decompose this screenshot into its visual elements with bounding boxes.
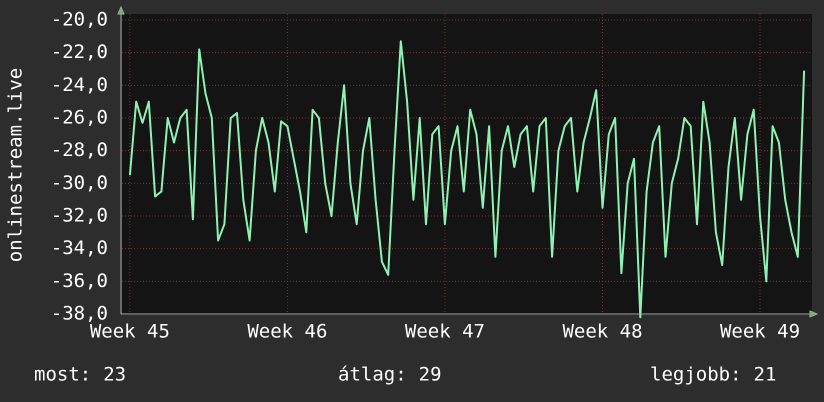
y-tick-label: -38,0 — [51, 303, 108, 325]
y-axis-label: onlinestream.live — [5, 68, 27, 262]
x-tick-label: Week 47 — [405, 321, 485, 343]
data-line — [128, 40, 806, 319]
y-tick-label: -36,0 — [51, 270, 108, 292]
y-tick-label: -26,0 — [51, 107, 108, 129]
stat-label: átlag: — [338, 364, 407, 386]
y-tick-label: -32,0 — [51, 205, 108, 227]
plot-area — [122, 14, 812, 315]
x-tick-label: Week 49 — [720, 321, 800, 343]
y-tick-label: -28,0 — [51, 139, 108, 161]
stat-value: 21 — [754, 364, 777, 386]
y-tick-label: -20,0 — [51, 9, 108, 31]
stat-value: 23 — [103, 364, 126, 386]
x-tick-label: Week 46 — [247, 321, 327, 343]
stat-label: legjobb: — [650, 364, 742, 386]
stat-value: 29 — [419, 364, 442, 386]
stat-label: most: — [34, 364, 91, 386]
x-tick-label: Week 45 — [90, 321, 170, 343]
y-tick-label: -34,0 — [51, 237, 108, 259]
x-tick-label: Week 48 — [562, 321, 642, 343]
y-tick-label: -24,0 — [51, 74, 108, 96]
y-tick-label: -30,0 — [51, 172, 108, 194]
x-axis — [121, 310, 819, 318]
y-tick-label: -22,0 — [51, 41, 108, 63]
y-axis — [117, 5, 125, 314]
